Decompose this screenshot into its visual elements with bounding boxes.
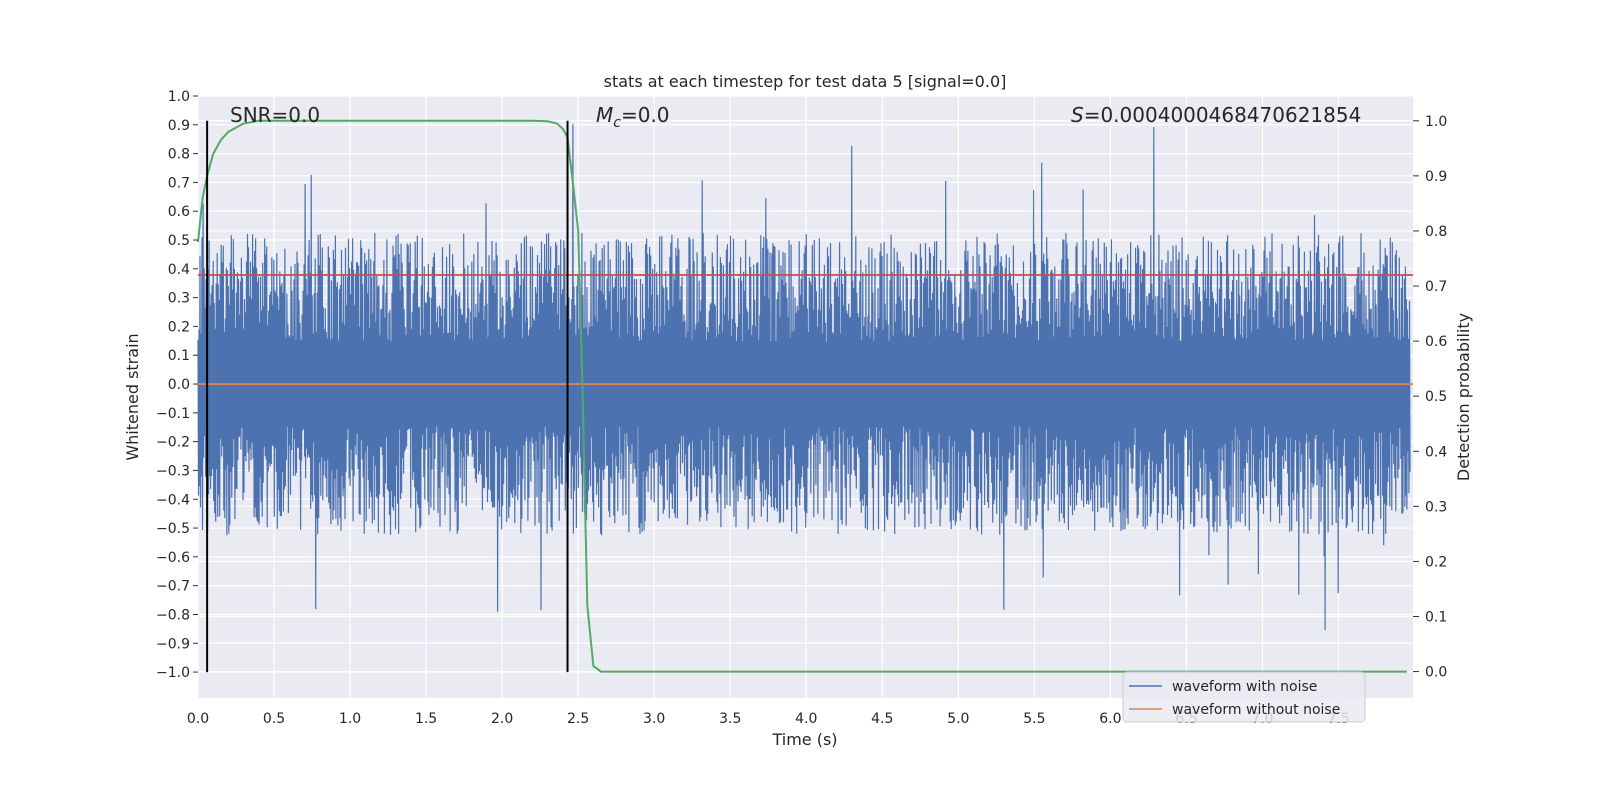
legend-box	[1122, 671, 1366, 723]
x-tick-label: 0.5	[263, 711, 285, 727]
ticks: 0.00.51.01.52.02.53.03.54.04.55.05.56.06…	[156, 89, 1447, 727]
series-waveform-with-noise	[197, 124, 1411, 631]
x-tick-label: 4.5	[871, 711, 893, 727]
x-tick-label: 1.5	[415, 711, 437, 727]
y2-tick-label: 0.2	[1425, 554, 1447, 570]
y-tick-label: 0.7	[168, 175, 190, 191]
y-tick-label: −0.7	[156, 579, 190, 595]
s-value: =0.0004000468470621854	[1084, 103, 1362, 127]
x-tick-label: 5.0	[947, 711, 969, 727]
y-tick-label: 0.1	[168, 348, 190, 364]
x-tick-label: 3.0	[643, 711, 665, 727]
x-tick-label: 5.5	[1023, 711, 1045, 727]
x-tick-label: 1.0	[339, 711, 361, 727]
y-tick-label: −1.0	[156, 665, 190, 681]
y-tick-label: −0.5	[156, 521, 190, 537]
data-layer	[197, 119, 1413, 673]
mc-value: =0.0	[621, 103, 670, 127]
y-tick-label: 1.0	[168, 89, 190, 105]
s-symbol: S	[1071, 103, 1084, 127]
y-tick-label: −0.8	[156, 607, 190, 623]
y2-tick-label: 0.8	[1425, 224, 1447, 240]
y2-axis-label: Detection probability	[1454, 313, 1473, 481]
y-tick-label: −0.1	[156, 406, 190, 422]
s-annotation: S=0.0004000468470621854	[1071, 103, 1361, 127]
y-tick-label: 0.3	[168, 291, 190, 307]
y-tick-label: 0.9	[168, 118, 190, 134]
y-tick-label: 0.5	[168, 233, 190, 249]
x-tick-label: 6.0	[1099, 711, 1121, 727]
y2-tick-label: 0.5	[1425, 389, 1447, 405]
y-tick-label: −0.4	[156, 492, 190, 508]
x-tick-label: 0.0	[187, 711, 209, 727]
y-tick-label: 0.2	[168, 319, 190, 335]
y-tick-label: −0.3	[156, 463, 190, 479]
legend-label-noise: waveform with noise	[1172, 679, 1317, 695]
series-detection-probability	[197, 119, 1407, 673]
mc-subscript: c	[613, 115, 621, 131]
y-tick-label: 0.8	[168, 147, 190, 163]
y2-tick-label: 0.1	[1425, 609, 1447, 625]
y-tick-label: 0.6	[168, 204, 190, 220]
y2-tick-label: 0.9	[1425, 169, 1447, 185]
y-axis-label: Whitened strain	[123, 333, 142, 460]
x-tick-label: 2.5	[567, 711, 589, 727]
y-tick-label: 0.0	[168, 377, 190, 393]
y2-tick-label: 0.3	[1425, 499, 1447, 515]
y2-tick-label: 0.7	[1425, 279, 1447, 295]
x-tick-label: 3.5	[719, 711, 741, 727]
y-tick-label: −0.6	[156, 550, 190, 566]
y2-tick-label: 0.0	[1425, 665, 1447, 681]
y2-tick-label: 1.0	[1425, 114, 1447, 130]
x-tick-label: 4.0	[795, 711, 817, 727]
x-tick-label: 2.0	[491, 711, 513, 727]
chart-title: stats at each timestep for test data 5 […	[604, 72, 1007, 91]
mc-symbol: M	[596, 103, 613, 127]
snr-annotation: SNR=0.0	[230, 103, 320, 127]
y2-tick-label: 0.4	[1425, 444, 1447, 460]
mc-annotation: Mc=0.0	[596, 103, 670, 131]
legend-label-clean: waveform without noise	[1172, 702, 1340, 718]
y-tick-label: −0.9	[156, 636, 190, 652]
x-axis-label: Time (s)	[771, 730, 837, 749]
y2-tick-label: 0.6	[1425, 334, 1447, 350]
y-tick-label: −0.2	[156, 435, 190, 451]
legend: waveform with noise waveform without noi…	[1122, 671, 1366, 723]
y-tick-label: 0.4	[168, 262, 190, 278]
